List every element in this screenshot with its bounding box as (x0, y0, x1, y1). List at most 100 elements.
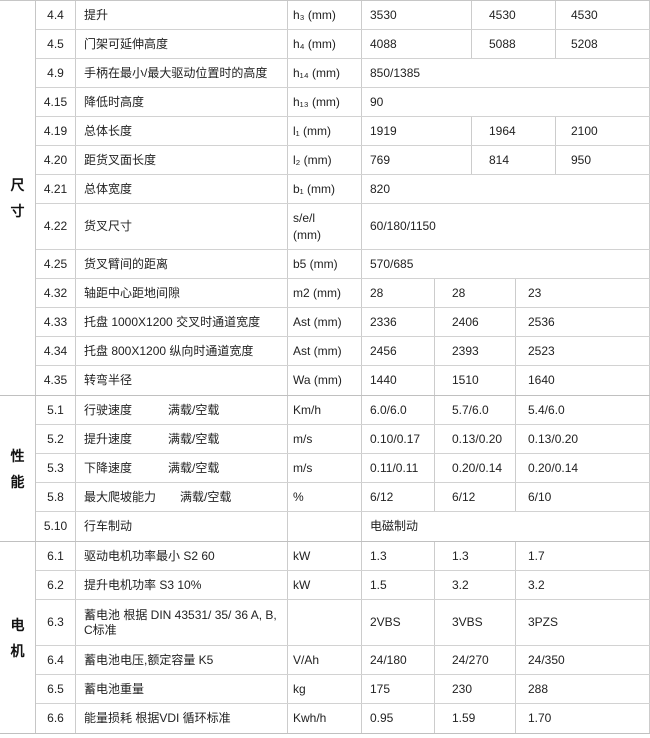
value-model-1: 2336 (362, 308, 435, 336)
value-model-3: 950 (556, 146, 650, 174)
table-row: 6.1 驱动电机功率最小 S2 60 kW 1.3 1.3 1.7 (36, 542, 650, 571)
row-symbol-unit: V/Ah (288, 646, 362, 674)
row-symbol-unit: l₁ (mm) (288, 117, 362, 145)
row-symbol-unit: kg (288, 675, 362, 703)
row-number: 4.19 (36, 117, 76, 145)
row-description: 距货叉面长度 (76, 146, 288, 174)
value-model-1: 1440 (362, 366, 435, 395)
value-model-1: 1.3 (362, 542, 435, 570)
value-model-2: 0.20/0.14 (435, 454, 516, 482)
row-symbol-unit (288, 600, 362, 645)
table-row: 4.22 货叉尺寸 s/e/l (mm) 60/180/1150 (36, 204, 650, 250)
row-symbol-unit: h₃ (mm) (288, 1, 362, 29)
row-number: 4.4 (36, 1, 76, 29)
table-row: 5.1 行驶速度 满载/空载 Km/h 6.0/6.0 5.7/6.0 5.4/… (36, 396, 650, 425)
row-symbol-unit: s/e/l (mm) (288, 204, 362, 249)
table-row: 6.2 提升电机功率 S3 10% kW 1.5 3.2 3.2 (36, 571, 650, 600)
row-description: 总体宽度 (76, 175, 288, 203)
row-description: 手柄在最小/最大驱动位置时的高度 (76, 59, 288, 87)
value-model-3: 1640 (516, 366, 650, 395)
row-symbol-unit: kW (288, 571, 362, 599)
row-symbol-unit: b5 (mm) (288, 250, 362, 278)
value-model-1: 175 (362, 675, 435, 703)
value-model-3: 0.13/0.20 (516, 425, 650, 453)
row-description: 提升电机功率 S3 10% (76, 571, 288, 599)
value-model-1: 1.5 (362, 571, 435, 599)
row-symbol-unit: m2 (mm) (288, 279, 362, 307)
row-number: 6.6 (36, 704, 76, 733)
section-rows: 5.1 行驶速度 满载/空载 Km/h 6.0/6.0 5.7/6.0 5.4/… (36, 396, 650, 541)
value-model-3: 3.2 (516, 571, 650, 599)
value-model-2: 1964 (472, 117, 556, 145)
row-description: 转弯半径 (76, 366, 288, 395)
row-symbol-unit (288, 512, 362, 541)
value-model-3: 1.7 (516, 542, 650, 570)
value-model-1: 4088 (362, 30, 472, 58)
value-model-3: 288 (516, 675, 650, 703)
row-number: 5.10 (36, 512, 76, 541)
value-all-models: 570/685 (362, 250, 650, 278)
row-number: 4.9 (36, 59, 76, 87)
value-model-2: 6/12 (435, 483, 516, 511)
section-label-cell: 电机 (0, 542, 36, 733)
value-model-1: 0.11/0.11 (362, 454, 435, 482)
table-row: 4.5 门架可延伸高度 h₄ (mm) 4088 5088 5208 (36, 30, 650, 59)
table-row: 4.21 总体宽度 b₁ (mm) 820 (36, 175, 650, 204)
section-label: 性能 (10, 447, 25, 490)
row-number: 4.34 (36, 337, 76, 365)
value-model-3: 3PZS (516, 600, 650, 645)
table-row: 6.6 能量损耗 根据VDI 循环标准 Kwh/h 0.95 1.59 1.70 (36, 704, 650, 733)
value-model-3: 24/350 (516, 646, 650, 674)
row-description: 蓄电池电压,额定容量 K5 (76, 646, 288, 674)
value-model-1: 3530 (362, 1, 472, 29)
row-description: 提升 (76, 1, 288, 29)
section-motor: 电机 6.1 驱动电机功率最小 S2 60 kW 1.3 1.3 1.7 6.2… (0, 542, 650, 734)
row-symbol-unit: Ast (mm) (288, 308, 362, 336)
table-row: 4.19 总体长度 l₁ (mm) 1919 1964 2100 (36, 117, 650, 146)
row-number: 6.5 (36, 675, 76, 703)
table-row: 5.3 下降速度 满载/空载 m/s 0.11/0.11 0.20/0.14 0… (36, 454, 650, 483)
row-description: 轴距中心距地间隙 (76, 279, 288, 307)
row-number: 4.15 (36, 88, 76, 116)
row-number: 4.21 (36, 175, 76, 203)
row-symbol-unit: h₄ (mm) (288, 30, 362, 58)
section-rows: 6.1 驱动电机功率最小 S2 60 kW 1.3 1.3 1.7 6.2 提升… (36, 542, 650, 733)
row-symbol-unit: Km/h (288, 396, 362, 424)
table-row: 4.4 提升 h₃ (mm) 3530 4530 4530 (36, 1, 650, 30)
value-model-3: 5.4/6.0 (516, 396, 650, 424)
row-symbol-unit: Kwh/h (288, 704, 362, 733)
section-label: 电机 (10, 616, 25, 659)
row-number: 5.8 (36, 483, 76, 511)
value-model-1: 769 (362, 146, 472, 174)
row-description: 行驶速度 满载/空载 (76, 396, 288, 424)
row-symbol-unit: Wa (mm) (288, 366, 362, 395)
value-model-2: 24/270 (435, 646, 516, 674)
value-model-1: 6/12 (362, 483, 435, 511)
row-description: 货叉尺寸 (76, 204, 288, 249)
value-model-3: 2523 (516, 337, 650, 365)
table-row: 4.25 货叉臂间的距离 b5 (mm) 570/685 (36, 250, 650, 279)
row-description: 蓄电池重量 (76, 675, 288, 703)
row-description: 能量损耗 根据VDI 循环标准 (76, 704, 288, 733)
row-symbol-unit: m/s (288, 454, 362, 482)
row-number: 4.35 (36, 366, 76, 395)
row-number: 6.3 (36, 600, 76, 645)
table-row: 4.33 托盘 1000X1200 交叉时通道宽度 Ast (mm) 2336 … (36, 308, 650, 337)
row-number: 4.25 (36, 250, 76, 278)
section-label: 尺寸 (10, 177, 25, 219)
value-model-2: 2393 (435, 337, 516, 365)
value-model-1: 2VBS (362, 600, 435, 645)
row-description: 托盘 1000X1200 交叉时通道宽度 (76, 308, 288, 336)
value-model-2: 3.2 (435, 571, 516, 599)
row-symbol-unit: l₂ (mm) (288, 146, 362, 174)
row-number: 4.5 (36, 30, 76, 58)
value-all-models: 820 (362, 175, 650, 203)
section-dimensions: 尺寸 4.4 提升 h₃ (mm) 3530 4530 4530 4.5 门架可… (0, 1, 650, 396)
row-number: 4.22 (36, 204, 76, 249)
row-number: 4.20 (36, 146, 76, 174)
row-description: 驱动电机功率最小 S2 60 (76, 542, 288, 570)
table-row: 4.9 手柄在最小/最大驱动位置时的高度 h₁₄ (mm) 850/1385 (36, 59, 650, 88)
row-description: 总体长度 (76, 117, 288, 145)
table-row: 6.3 蓄电池 根据 DIN 43531/ 35/ 36 A, B, C标准 2… (36, 600, 650, 646)
row-number: 6.1 (36, 542, 76, 570)
